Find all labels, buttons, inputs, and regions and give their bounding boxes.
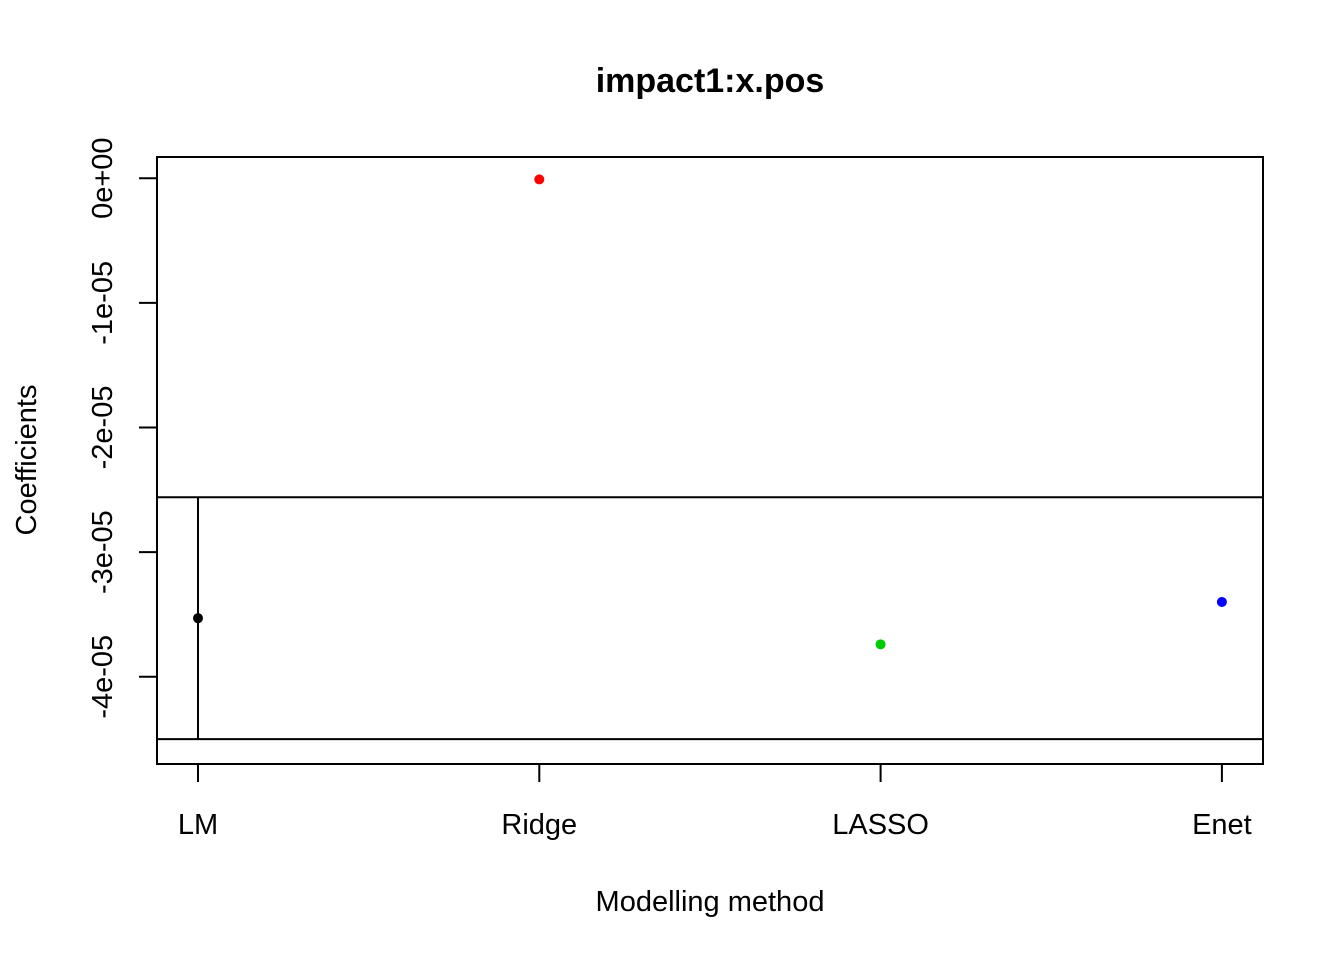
y-axis: 0e+00 -1e-05 -2e-05 -3e-05 -4e-05 (87, 137, 157, 719)
y-axis-label: Coefficients (11, 385, 43, 536)
data-points (193, 174, 1227, 650)
data-point-lm (193, 613, 203, 624)
plot-frame (156, 156, 1264, 765)
x-axis-label: Modelling method (596, 886, 825, 918)
x-tick-label: Ridge (501, 809, 577, 841)
y-tick-label: -4e-05 (87, 635, 119, 719)
data-point-enet (1216, 596, 1227, 607)
chart-title: impact1:x.pos (596, 62, 825, 100)
y-tick-label: -2e-05 (87, 386, 119, 470)
x-tick-label: LASSO (832, 809, 929, 841)
data-point-lasso (875, 639, 886, 650)
x-axis: LM Ridge LASSO Enet (178, 764, 1252, 841)
data-point-ridge (534, 174, 545, 185)
y-tick-label: -1e-05 (87, 261, 119, 345)
x-tick-label: Enet (1192, 809, 1252, 841)
y-tick-label: -3e-05 (87, 510, 119, 594)
reference-lines (157, 496, 1263, 741)
x-tick-label: LM (178, 809, 218, 841)
y-tick-label: 0e+00 (87, 137, 119, 218)
